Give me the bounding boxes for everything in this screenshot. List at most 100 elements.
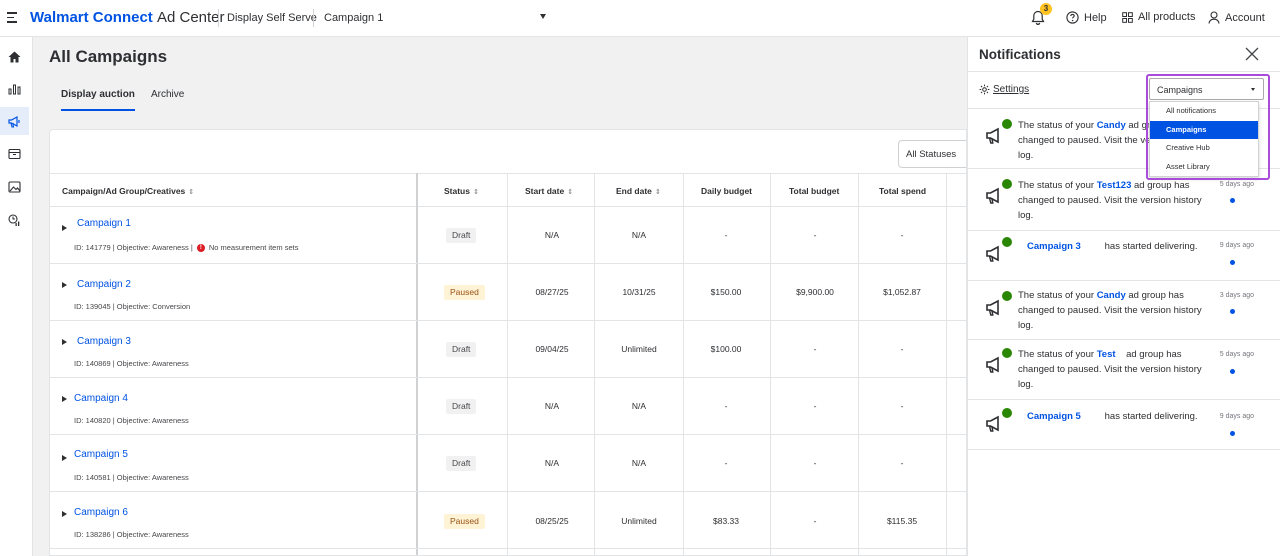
tab-display-auction[interactable]: Display auction <box>61 89 135 111</box>
check-icon <box>1002 291 1012 301</box>
filter-option-asset-library[interactable]: Asset Library <box>1166 161 1210 171</box>
campaign-id-objective: ID: 140869 | Objective: Awareness <box>74 359 189 368</box>
account-link[interactable]: Account <box>1208 11 1265 24</box>
table-row[interactable]: Campaign 4 ID: 140820 | Objective: Aware… <box>50 378 966 435</box>
notification-time: 5 days ago <box>1219 181 1254 188</box>
brand-walmart: Walmart <box>30 9 89 26</box>
unread-dot <box>1230 309 1235 314</box>
column-divider <box>858 173 859 555</box>
daily-budget: - <box>724 401 728 411</box>
column-header-total-budget: Total budget <box>789 186 840 196</box>
filter-option-creative-hub[interactable]: Creative Hub <box>1166 143 1210 152</box>
notification-text: Campaign 3 has started delivering. <box>1027 241 1198 252</box>
status-badge: Draft <box>446 456 477 471</box>
campaign-name-link[interactable]: Campaign 4 <box>74 393 128 404</box>
notification-item[interactable]: The status of your Test ad group has cha… <box>968 340 1280 400</box>
expand-icon[interactable] <box>62 455 67 461</box>
campaign-name-link[interactable]: Campaign 2 <box>77 279 131 290</box>
expand-icon[interactable] <box>62 396 67 402</box>
nav-home[interactable] <box>0 43 29 71</box>
all-products-link[interactable]: All products <box>1122 11 1195 23</box>
box-icon <box>8 148 21 160</box>
status-badge: Draft <box>446 399 477 414</box>
campaign-name-link[interactable]: Campaign 3 <box>77 336 131 347</box>
settings-link[interactable]: Settings <box>979 84 1029 95</box>
campaign-name-link[interactable]: Campaign 5 <box>74 449 128 460</box>
start-date: N/A <box>544 230 560 240</box>
total-budget: - <box>813 230 817 240</box>
expand-icon[interactable] <box>62 225 67 231</box>
notifications-title: Notifications <box>979 47 1061 62</box>
megaphone-icon <box>986 356 999 373</box>
nav-reports[interactable] <box>0 75 29 103</box>
column-header-start-date[interactable]: Start date ⇕ <box>525 186 574 196</box>
tab-archive[interactable]: Archive <box>151 89 185 100</box>
column-divider <box>594 173 595 555</box>
nav-campaigns[interactable] <box>0 107 29 135</box>
table-row[interactable]: Campaign 5 ID: 140581 | Objective: Aware… <box>50 435 966 492</box>
megaphone-icon <box>986 187 999 204</box>
campaign-name-link[interactable]: Campaign 6 <box>74 507 128 518</box>
filter-option-all[interactable]: All notifications <box>1166 106 1217 115</box>
megaphone-icon <box>8 115 20 128</box>
notification-time: 3 days ago <box>1219 292 1254 299</box>
expand-icon[interactable] <box>62 511 67 517</box>
chevron-down-icon[interactable] <box>540 14 546 19</box>
notification-filter-select[interactable]: Campaigns <box>1149 78 1264 100</box>
close-icon[interactable] <box>1245 47 1259 61</box>
account-icon <box>1208 11 1220 24</box>
product-name[interactable]: Display Self Serve <box>227 12 317 24</box>
left-nav-rail <box>0 37 33 556</box>
settings-label: Settings <box>993 84 1030 95</box>
unread-dot <box>1230 369 1235 374</box>
expand-icon[interactable] <box>62 339 67 345</box>
campaign-id-objective: ID: 141779 | Objective: Awareness | <box>74 243 193 252</box>
column-header-campaign[interactable]: Campaign/Ad Group/Creatives ⇕ <box>62 186 195 196</box>
nav-insights[interactable] <box>0 206 29 234</box>
table-row[interactable]: Campaign 3 ID: 140869 | Objective: Aware… <box>50 321 966 378</box>
filter-selected-value: Campaigns <box>1157 85 1203 95</box>
brand-logo[interactable]: Walmart Connect Ad Center <box>30 9 225 26</box>
status-filter-select[interactable]: All Statuses <box>898 140 966 168</box>
notification-time: 5 days ago <box>1219 351 1254 358</box>
column-header-status[interactable]: Status ⇕ <box>444 186 479 196</box>
notification-item[interactable]: The status of your Test123 ad group has … <box>968 169 1280 231</box>
campaign-id-objective: ID: 138286 | Objective: Awareness <box>74 530 189 539</box>
warning-icon: ! <box>196 243 205 252</box>
campaign-id-objective: ID: 139045 | Objective: Conversion <box>74 302 191 311</box>
nav-creative[interactable] <box>0 173 29 201</box>
nav-catalog[interactable] <box>0 140 29 168</box>
notification-item[interactable]: The status of your Candy ad group has ch… <box>968 281 1280 340</box>
table-row[interactable]: Campaign 2 ID: 139045 | Objective: Conve… <box>50 264 966 321</box>
divider <box>968 71 1280 72</box>
megaphone-icon <box>986 245 999 262</box>
campaign-selector[interactable]: Campaign 1 <box>324 12 384 24</box>
table-row[interactable]: Campaign 6 ID: 138286 | Objective: Aware… <box>50 492 966 549</box>
column-header-end-date[interactable]: End date ⇕ <box>616 186 661 196</box>
filter-option-campaigns[interactable]: Campaigns <box>1150 120 1258 139</box>
check-icon <box>1002 119 1012 129</box>
help-link[interactable]: Help <box>1066 11 1107 24</box>
column-divider <box>946 173 947 555</box>
notification-text: Campaign 5 has started delivering. <box>1027 411 1198 422</box>
brand-ad-center: Ad Center <box>156 9 225 26</box>
total-budget: - <box>813 458 817 468</box>
notification-item[interactable]: Campaign 5 has started delivering. 9 day… <box>968 400 1280 450</box>
daily-budget: $83.33 <box>713 516 739 526</box>
menu-icon[interactable] <box>7 12 17 24</box>
unread-dot <box>1230 260 1235 265</box>
campaign-id-objective: ID: 140820 | Objective: Awareness <box>74 416 189 425</box>
table-row[interactable]: Campaign 1 ID: 141779 | Objective: Aware… <box>50 207 966 264</box>
daily-budget: $150.00 <box>710 287 742 297</box>
notification-time: 9 days ago <box>1219 242 1254 249</box>
unread-dot <box>1230 198 1235 203</box>
column-header-daily-budget: Daily budget <box>701 186 753 196</box>
help-icon <box>1066 11 1079 24</box>
chevron-down-icon <box>1251 88 1255 91</box>
expand-icon[interactable] <box>62 282 67 288</box>
warning-text: No measurement item sets <box>208 243 299 252</box>
notification-item[interactable]: Campaign 3 has started delivering. 9 day… <box>968 231 1280 281</box>
campaign-name-link[interactable]: Campaign 1 <box>77 218 131 229</box>
status-badge: Paused <box>444 285 485 300</box>
daily-budget: $100.00 <box>710 344 742 354</box>
